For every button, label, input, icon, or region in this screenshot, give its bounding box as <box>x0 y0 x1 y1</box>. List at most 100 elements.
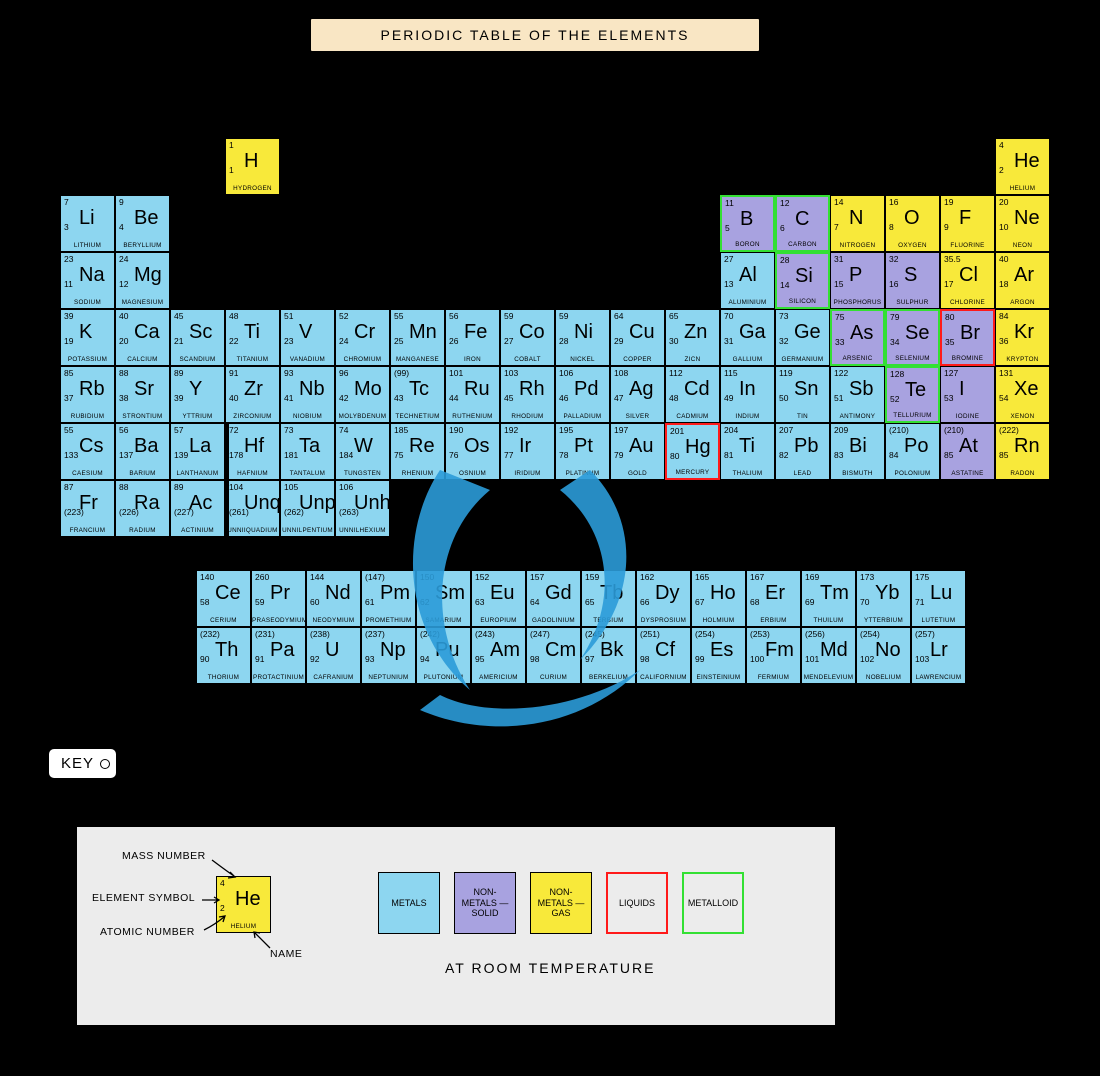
atomic-number: 68 <box>750 598 759 607</box>
atomic-number: 71 <box>915 598 924 607</box>
element-symbol: Br <box>960 323 980 343</box>
element-cell-xe: 13154XeXENON <box>995 366 1050 423</box>
atomic-number: 91 <box>255 655 264 664</box>
element-cell-ru: 10144RuRUTHENIUM <box>445 366 500 423</box>
mass-number: 165 <box>695 573 709 582</box>
mass-number: (253) <box>750 630 770 639</box>
atomic-number: 13 <box>724 280 733 289</box>
element-cell-ar: 4018ArARGON <box>995 252 1050 309</box>
mass-number: 7 <box>64 198 69 207</box>
element-symbol: V <box>299 322 312 342</box>
element-symbol: La <box>189 436 211 456</box>
element-name: ALUMINIUM <box>721 300 774 306</box>
element-name: UNNIIQUADIUM <box>226 528 279 534</box>
element-cell-ag: 10847AgSILVER <box>610 366 665 423</box>
atomic-number: 36 <box>999 337 1008 346</box>
atomic-number: 67 <box>695 598 704 607</box>
element-cell-cd: 11248CdCADMIUM <box>665 366 720 423</box>
element-symbol: Na <box>79 265 105 285</box>
mass-number: 75 <box>835 313 844 322</box>
element-cell-lr: (257)103LrLAWRENCIUM <box>911 627 966 684</box>
key-tag-label: KEY <box>61 755 94 772</box>
atomic-number: 31 <box>724 337 733 346</box>
mass-number: 185 <box>394 426 408 435</box>
element-symbol: Co <box>519 322 545 342</box>
element-name: PALLADIUM <box>556 414 609 420</box>
mass-number: (257) <box>915 630 935 639</box>
atomic-number: 58 <box>200 598 209 607</box>
element-cell-ta: 73181TaTANTALUM <box>280 423 335 480</box>
element-symbol: Li <box>79 208 95 228</box>
element-name: ARSENIC <box>832 356 883 362</box>
element-cell-v: 5123VVANADIUM <box>280 309 335 366</box>
atomic-number: 7 <box>834 223 839 232</box>
element-symbol: Lu <box>930 583 952 603</box>
mass-number: (254) <box>860 630 880 639</box>
mass-number: 16 <box>889 198 898 207</box>
element-name: CAESIUM <box>61 471 114 477</box>
element-name: RADIUM <box>116 528 169 534</box>
element-symbol: Ce <box>215 583 241 603</box>
element-cell-na: 2311NaSODIUM <box>60 252 115 309</box>
mass-number: 131 <box>999 369 1013 378</box>
mass-number: (210) <box>944 426 964 435</box>
atomic-number: 54 <box>999 394 1008 403</box>
mass-number: 20 <box>999 198 1008 207</box>
mass-number: 24 <box>119 255 128 264</box>
element-symbol: Pb <box>794 436 818 456</box>
mass-number: 73 <box>284 426 293 435</box>
element-name: CERIUM <box>197 618 250 624</box>
atomic-number: 47 <box>614 394 623 403</box>
element-symbol: B <box>740 209 753 229</box>
element-cell-kr: 8436KrKRYPTON <box>995 309 1050 366</box>
element-name: INDIUM <box>721 414 774 420</box>
element-name: TECHNETIUM <box>391 414 444 420</box>
mass-number: 74 <box>339 426 348 435</box>
element-symbol: At <box>959 436 978 456</box>
mass-number: 260 <box>255 573 269 582</box>
element-cell-h: 11HHYDROGEN <box>225 138 280 195</box>
atomic-number: 12 <box>119 280 128 289</box>
mass-number: 12 <box>780 199 789 208</box>
element-cell-tc: (99)43TcTECHNETIUM <box>390 366 445 423</box>
element-name: LAWRENCIUM <box>912 675 965 681</box>
element-name: UNNILPENTIUM <box>281 528 334 534</box>
atomic-number: 5 <box>725 224 730 233</box>
element-cell-lu: 17571LuLUTETIUM <box>911 570 966 627</box>
mass-number: 31 <box>834 255 843 264</box>
mass-number: 106 <box>559 369 573 378</box>
mass-number: 56 <box>449 312 458 321</box>
element-name: NIOBIUM <box>281 414 334 420</box>
atomic-number: 20 <box>119 337 128 346</box>
element-name: SODIUM <box>61 300 114 306</box>
atomic-number: 137 <box>119 451 133 460</box>
element-cell-bi: 20983BiBISMUTH <box>830 423 885 480</box>
element-name: ZICN <box>666 357 719 363</box>
element-cell-zr: 9140ZrZIRCONIUM <box>225 366 280 423</box>
mass-number: 89 <box>174 369 183 378</box>
mass-number: 9 <box>119 198 124 207</box>
mass-number: 108 <box>614 369 628 378</box>
element-cell-yb: 17370YbYTTERBIUM <box>856 570 911 627</box>
element-cell-mo: 9642MoMOLYBDENUM <box>335 366 390 423</box>
element-symbol: Mn <box>409 322 437 342</box>
atomic-number: 52 <box>890 395 899 404</box>
element-symbol: Pd <box>574 379 598 399</box>
element-cell-he: 42HeHELIUM <box>995 138 1050 195</box>
element-cell-as: 7533AsARSENIC <box>830 309 885 366</box>
atomic-number: 1 <box>229 166 234 175</box>
title-text: PERIODIC TABLE OF THE ELEMENTS <box>381 27 690 43</box>
atomic-number: 184 <box>339 451 353 460</box>
atomic-number: 15 <box>834 280 843 289</box>
mass-number: 103 <box>504 369 518 378</box>
mass-number: 35.5 <box>944 255 961 264</box>
element-symbol: Ho <box>710 583 736 603</box>
element-name: BERYLLIUM <box>116 243 169 249</box>
element-symbol: Zr <box>244 379 263 399</box>
element-symbol: Ni <box>574 322 593 342</box>
element-symbol: He <box>235 889 261 909</box>
element-symbol: Pa <box>270 640 294 660</box>
element-name: MENDELEVIUM <box>802 675 855 681</box>
element-cell-at: (210)85AtASTATINE <box>940 423 995 480</box>
atomic-number: 30 <box>669 337 678 346</box>
